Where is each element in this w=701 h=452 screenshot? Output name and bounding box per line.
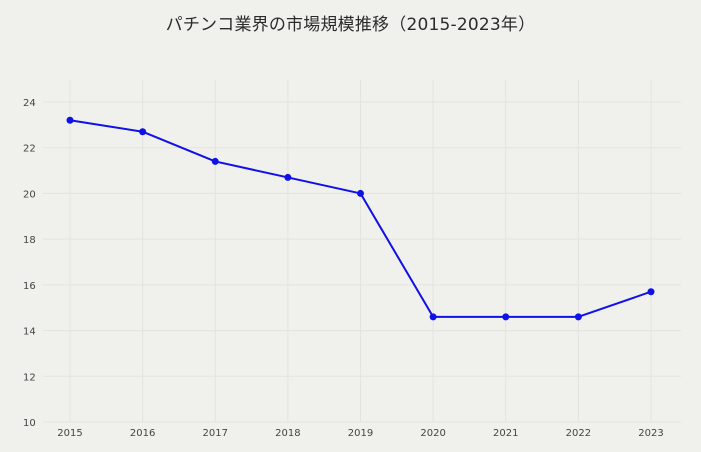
- y-tick-label: 22: [23, 144, 36, 155]
- x-tick-label: 2018: [275, 428, 300, 439]
- data-point[interactable]: [66, 116, 74, 124]
- x-tick-label: 2015: [57, 428, 82, 439]
- x-tick-label: 2020: [420, 428, 445, 439]
- y-tick-label: 24: [23, 98, 36, 109]
- y-tick-label: 16: [23, 281, 36, 292]
- x-tick-label: 2022: [566, 428, 591, 439]
- y-tick-label: 12: [23, 372, 36, 383]
- x-tick-label: 2019: [348, 428, 373, 439]
- data-point[interactable]: [284, 173, 292, 181]
- x-tick-label: 2023: [638, 428, 663, 439]
- x-tick-labels: 2015 2016 2017 2018 2019 2020 2021 2022 2023: [57, 428, 663, 439]
- data-point[interactable]: [647, 288, 655, 296]
- grid-lines: [43, 80, 681, 423]
- data-point[interactable]: [211, 157, 219, 165]
- data-point[interactable]: [574, 313, 582, 321]
- y-tick-label: 18: [23, 235, 36, 246]
- data-point[interactable]: [502, 313, 510, 321]
- x-tick-label: 2021: [493, 428, 518, 439]
- data-point[interactable]: [357, 189, 364, 197]
- y-tick-label: 14: [23, 327, 36, 338]
- x-tick-label: 2016: [130, 428, 155, 439]
- chart-title: パチンコ業界の市場規模推移（2015-2023年）: [165, 15, 536, 35]
- series-group: [66, 116, 655, 321]
- data-point[interactable]: [139, 128, 147, 136]
- y-tick-label: 10: [23, 418, 36, 429]
- data-point[interactable]: [429, 313, 437, 321]
- y-tick-labels: 10 12 14 16 18 20 22 24: [23, 98, 36, 429]
- x-tick-label: 2017: [203, 428, 228, 439]
- y-tick-label: 20: [23, 189, 36, 200]
